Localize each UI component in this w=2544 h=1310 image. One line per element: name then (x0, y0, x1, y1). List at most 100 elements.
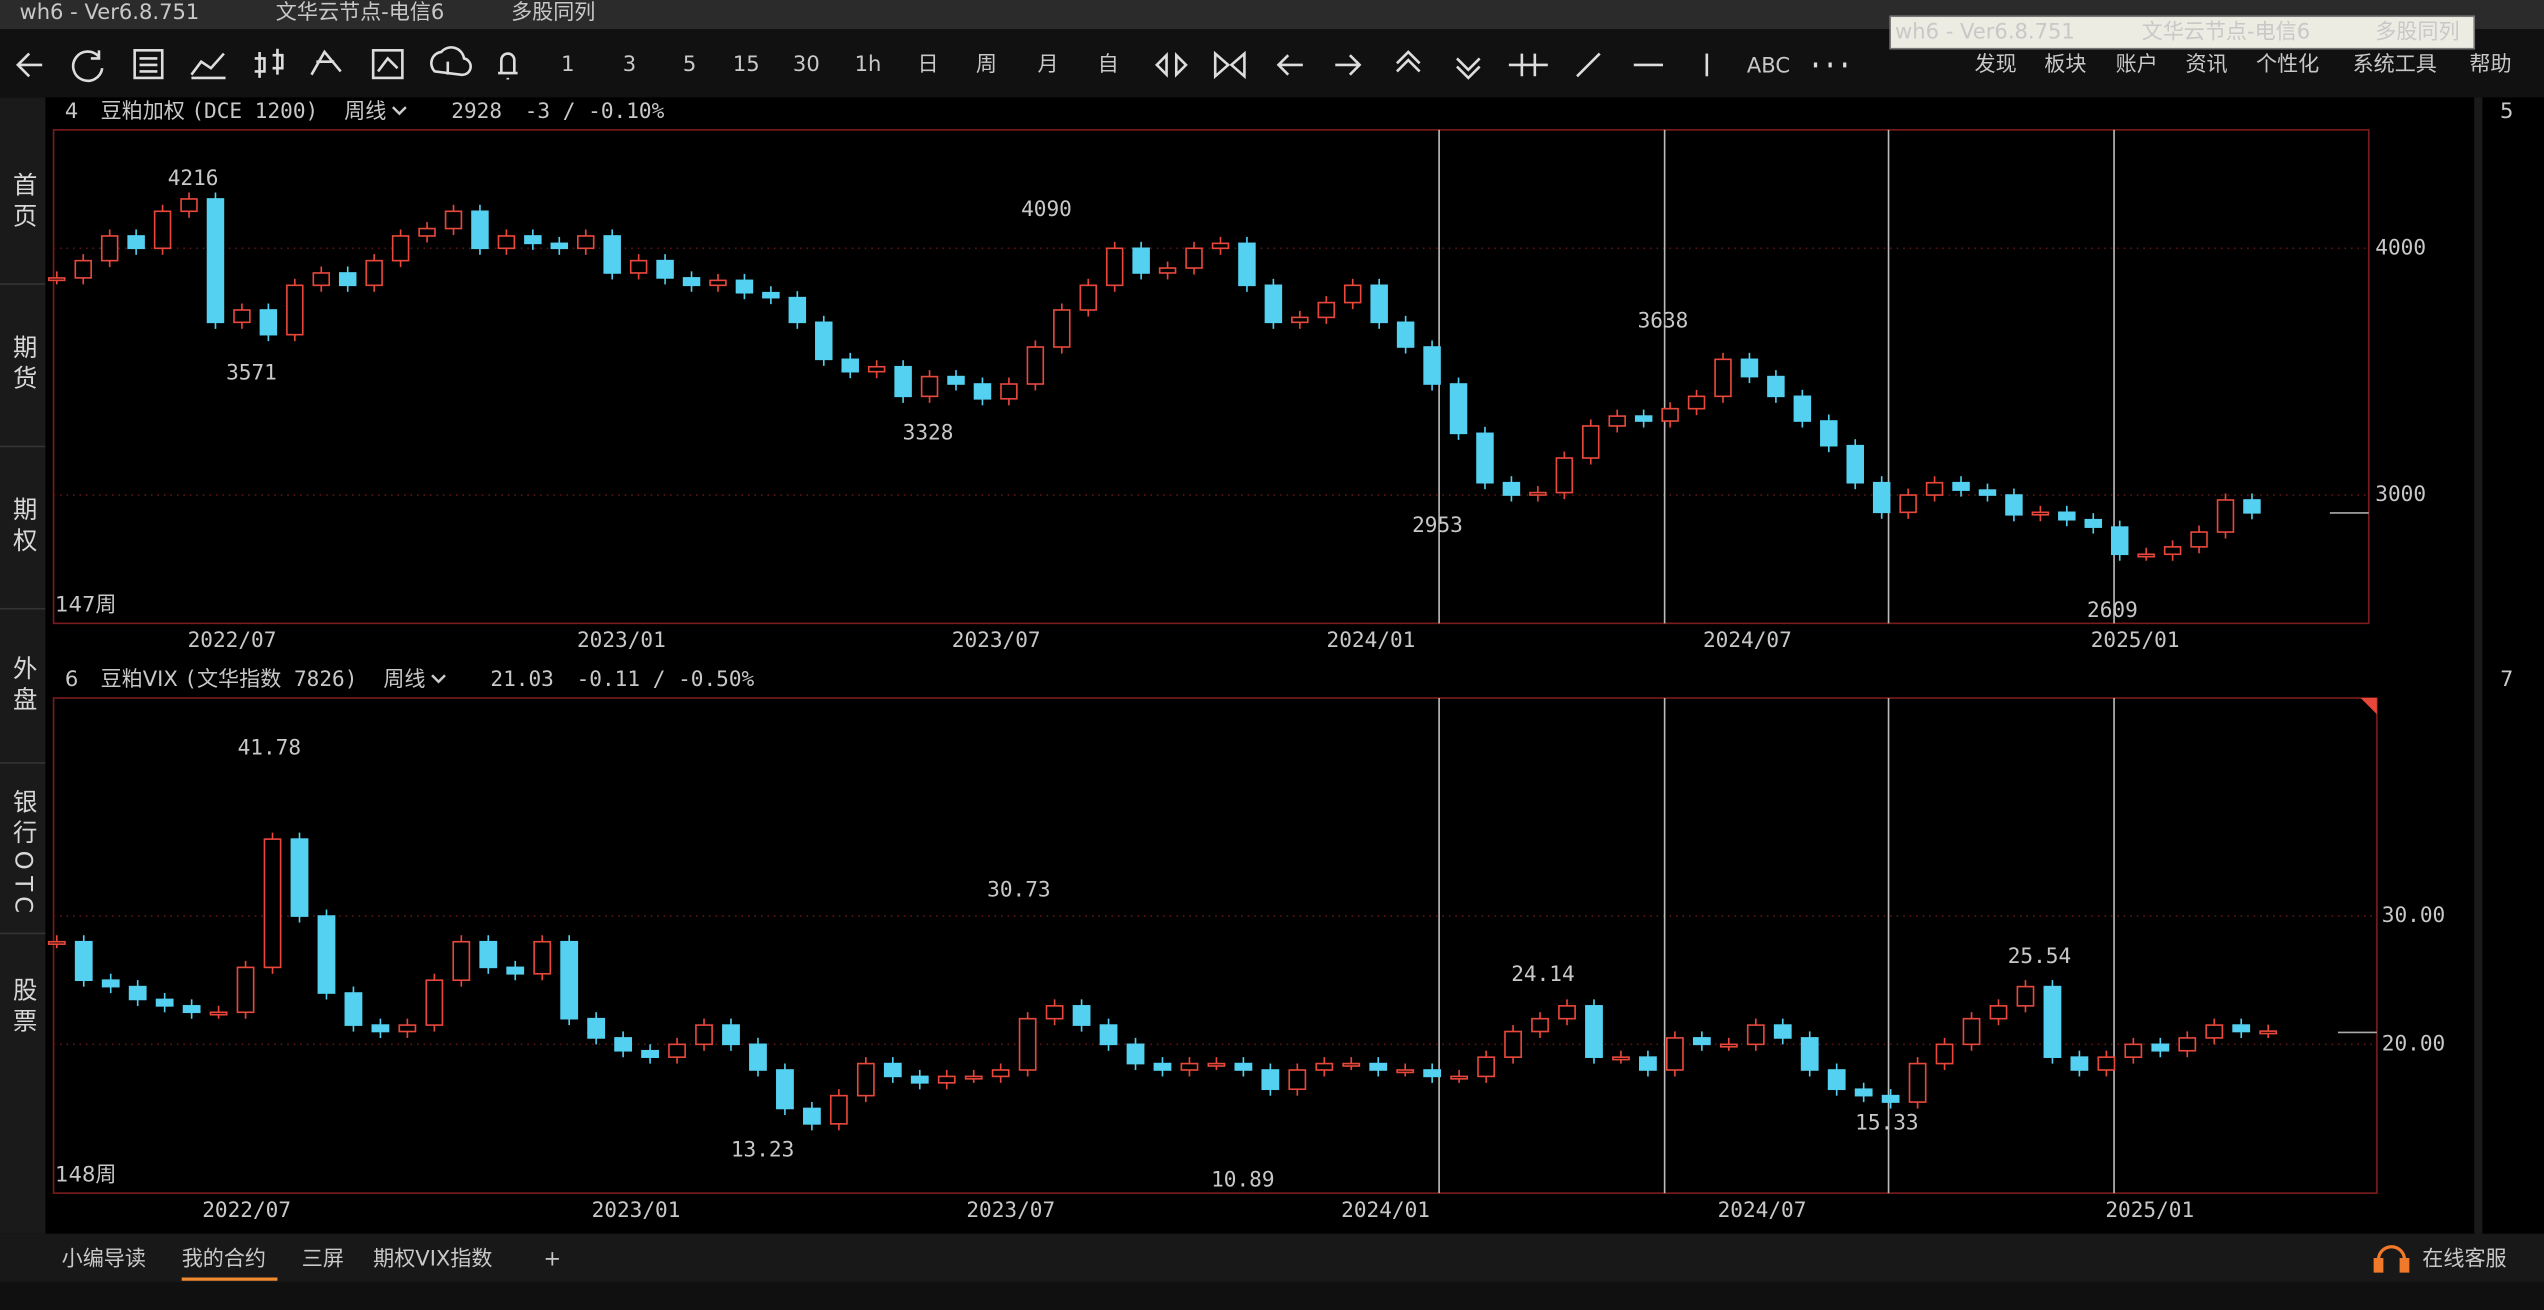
period-button[interactable]: 15 (733, 51, 760, 76)
high-label: 30.73 (987, 876, 1050, 901)
candle-body (338, 272, 357, 287)
candle-body (365, 259, 383, 287)
candle-body (1105, 247, 1124, 287)
candle-body (1369, 1062, 1388, 1071)
period-button[interactable]: 日 (918, 51, 939, 76)
candle-body (180, 198, 198, 213)
period-select[interactable]: 周线 (383, 666, 425, 691)
candle-body (1000, 383, 1018, 400)
candle-body (1476, 432, 1494, 484)
candle-body (1502, 481, 1521, 496)
candle-body (1740, 358, 1759, 378)
x-tick-label: 2022/07 (202, 1197, 291, 1222)
candle-body (344, 992, 363, 1026)
candle-body (444, 210, 463, 230)
candle-body (841, 358, 859, 373)
period-button[interactable]: 5 (683, 51, 696, 76)
period-button[interactable]: 30 (793, 51, 820, 76)
menu-item[interactable]: 系统工具 (2353, 51, 2437, 76)
candle-body (1126, 1043, 1145, 1065)
candle-body (1952, 481, 1970, 491)
chart-panel (52, 129, 2370, 625)
candle-body (1238, 242, 1256, 287)
candle-body (391, 235, 410, 262)
low-label: 10.89 (1211, 1167, 1274, 1192)
candle-body (641, 1049, 659, 1058)
tab[interactable]: 我的合约 (182, 1246, 266, 1271)
support-icon[interactable] (2373, 1245, 2410, 1273)
tab[interactable]: 期权VIX指数 (373, 1246, 492, 1271)
candle-body (1180, 1062, 1199, 1071)
menu-item[interactable]: 个性化 (2256, 51, 2319, 76)
tab[interactable]: 小编导读 (62, 1246, 146, 1271)
candle-body (722, 1024, 740, 1046)
period-button[interactable]: 周 (976, 51, 997, 76)
candle-body (1800, 1037, 1819, 1071)
candle-body (48, 277, 66, 282)
text-tool[interactable]: ABC (1747, 53, 1790, 78)
support-link[interactable]: 在线客服 (2422, 1246, 2506, 1271)
candle-body (894, 365, 912, 398)
candle-body (2190, 531, 2208, 548)
candle-body (1665, 1037, 1684, 1071)
x-tick-label: 2023/07 (952, 627, 1041, 652)
candle-body (1925, 481, 1944, 496)
high-label: 4216 (168, 165, 219, 190)
candle-body (973, 383, 992, 400)
period-button[interactable]: 3 (623, 51, 636, 76)
period-button[interactable]: 月 (1038, 51, 1059, 76)
candle-body (788, 296, 807, 324)
menu-item[interactable]: 板块 (2044, 51, 2086, 76)
candle-body (1018, 1017, 1037, 1071)
low-label: 15.33 (1855, 1110, 1918, 1135)
candle-body (1793, 395, 1812, 422)
candle-body (2178, 1037, 2197, 1052)
candle-body (2137, 553, 2155, 558)
low-label: 2953 (1412, 512, 1463, 537)
low-label: 13.23 (731, 1137, 794, 1162)
period-select[interactable]: 周线 (344, 98, 386, 123)
sidebar-item[interactable]: 期权 (10, 497, 39, 559)
menu-item[interactable]: 帮助 (2469, 51, 2511, 76)
period-button[interactable]: 1h (855, 51, 882, 76)
sidebar-item[interactable]: 股票 (10, 977, 39, 1039)
candle-body (2110, 526, 2129, 556)
period-button[interactable]: 1 (561, 51, 574, 76)
candle-body (524, 235, 542, 245)
candle-body (2016, 985, 2035, 1007)
menu-item[interactable]: 账户 (2116, 51, 2158, 76)
candle-body (656, 259, 674, 279)
candle-body (1423, 346, 1441, 385)
menu-item[interactable]: 资讯 (2185, 51, 2227, 76)
last-price: 2928 (451, 98, 502, 123)
add-tab[interactable]: + (544, 1246, 562, 1271)
candle-body (1989, 1005, 2008, 1020)
candle-body (182, 1005, 201, 1014)
menu-item[interactable]: 发现 (1975, 51, 2017, 76)
candle-body (1370, 284, 1388, 324)
candle-body (1773, 1024, 1792, 1039)
candle-body (1582, 425, 1600, 459)
candle-body (550, 242, 569, 250)
candle-body (1639, 1056, 1657, 1071)
period-chevron[interactable] (431, 674, 446, 684)
candle-body (2205, 1024, 2224, 1039)
candle-body (1935, 1043, 1954, 1065)
x-tick-label: 2024/07 (1718, 1197, 1807, 1222)
period-button[interactable]: 自 (1098, 51, 1119, 76)
sidebar-item[interactable]: 首页 (10, 172, 39, 234)
tab[interactable]: 三屏 (302, 1246, 344, 1271)
price-change: -0.11 / -0.50% (577, 666, 755, 691)
sidebar-item[interactable]: 外盘 (10, 656, 39, 718)
high-label: 24.14 (1511, 961, 1574, 986)
sidebar-item[interactable]: 期货 (10, 334, 39, 396)
app-title: wh6 - Ver6.8.751 (19, 0, 199, 24)
period-chevron[interactable] (392, 106, 407, 116)
candle-body (1342, 1062, 1361, 1067)
x-tick-label: 2023/01 (577, 627, 666, 652)
high-label: 3638 (1638, 307, 1689, 332)
sidebar-item[interactable]: 银行OTC (10, 789, 39, 920)
toolbar-icons (16, 46, 1847, 83)
